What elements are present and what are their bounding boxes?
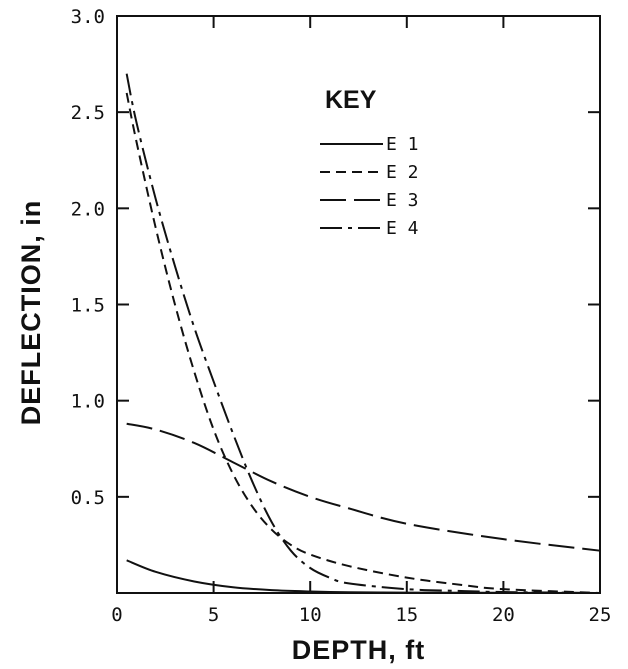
x-tick-label: 20 <box>492 604 515 626</box>
y-tick-label: 3.0 <box>71 6 105 28</box>
legend-label: E 2 <box>386 162 419 183</box>
y-tick-label: 1.0 <box>71 391 105 413</box>
series-line-e3 <box>126 422 601 552</box>
x-tick-label: 25 <box>589 604 612 626</box>
x-tick-label: 15 <box>395 604 418 626</box>
y-tick-label: 0.5 <box>71 487 105 509</box>
x-tick-label: 5 <box>208 604 219 626</box>
x-tick-label: 0 <box>111 604 122 626</box>
legend-label: E 3 <box>386 190 419 211</box>
series-line-e2 <box>125 92 601 594</box>
series-line-e4 <box>125 73 601 594</box>
x-axis-title: DEPTH, ft <box>292 635 426 665</box>
legend-label: E 4 <box>386 218 419 239</box>
x-tick-label: 10 <box>299 604 322 626</box>
y-tick-label: 2.0 <box>71 198 105 220</box>
y-axis-title: DEFLECTION, in <box>16 200 46 426</box>
y-tick-label: 1.5 <box>71 295 105 317</box>
legend-label: E 1 <box>386 134 419 155</box>
series-line-e1 <box>126 559 601 594</box>
y-tick-label: 2.5 <box>71 102 105 124</box>
legend-title: KEY <box>325 86 377 114</box>
